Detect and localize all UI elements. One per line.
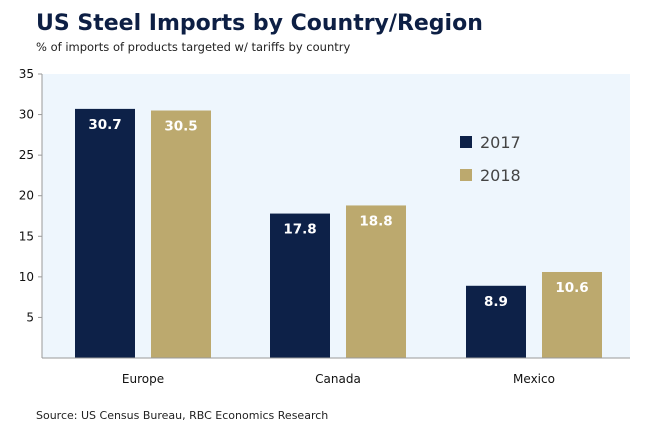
legend-swatch-2017 xyxy=(460,136,472,148)
x-category-label: Mexico xyxy=(513,372,555,386)
y-tick-label: 20 xyxy=(19,189,34,203)
bar-europe-2017 xyxy=(75,108,135,359)
x-axis-categories: Europe Canada Mexico xyxy=(122,372,555,386)
x-category-label: Canada xyxy=(315,372,361,386)
bars-layer xyxy=(75,108,602,359)
bar-mexico-2018 xyxy=(542,271,602,358)
legend-swatch-2018 xyxy=(460,169,472,181)
y-tick-label: 10 xyxy=(19,270,34,284)
y-tick-label: 15 xyxy=(19,229,34,243)
chart-source: Source: US Census Bureau, RBC Economics … xyxy=(36,409,328,422)
chart-subtitle: % of imports of products targeted w/ tar… xyxy=(36,40,350,54)
bar-canada-2018 xyxy=(346,205,406,358)
data-label-europe-2018: 30.5 xyxy=(164,119,197,135)
labels-layer: 30.7 17.8 8.9 30.5 18.8 10.6 xyxy=(88,117,588,310)
bar-canada-2017 xyxy=(270,213,330,358)
data-label-europe-2017: 30.7 xyxy=(88,117,121,133)
y-axis-ticks: 5 10 15 20 25 30 35 xyxy=(19,67,42,324)
y-tick-label: 25 xyxy=(19,148,34,162)
data-label-canada-2018: 18.8 xyxy=(359,213,392,229)
data-label-canada-2017: 17.8 xyxy=(283,222,316,238)
chart-title: US Steel Imports by Country/Region xyxy=(36,11,483,36)
data-label-mexico-2018: 10.6 xyxy=(555,280,588,296)
data-label-mexico-2017: 8.9 xyxy=(484,294,508,310)
legend-label-2017: 2017 xyxy=(480,133,521,152)
y-tick-label: 5 xyxy=(26,310,34,324)
y-tick-label: 35 xyxy=(19,67,34,81)
plot-area xyxy=(42,74,630,358)
y-tick-label: 30 xyxy=(19,108,34,122)
bar-europe-2018 xyxy=(151,110,211,358)
legend-label-2018: 2018 xyxy=(480,166,521,185)
legend: 2017 2018 xyxy=(460,133,521,185)
bar-mexico-2017 xyxy=(466,285,526,358)
x-category-label: Europe xyxy=(122,372,164,386)
